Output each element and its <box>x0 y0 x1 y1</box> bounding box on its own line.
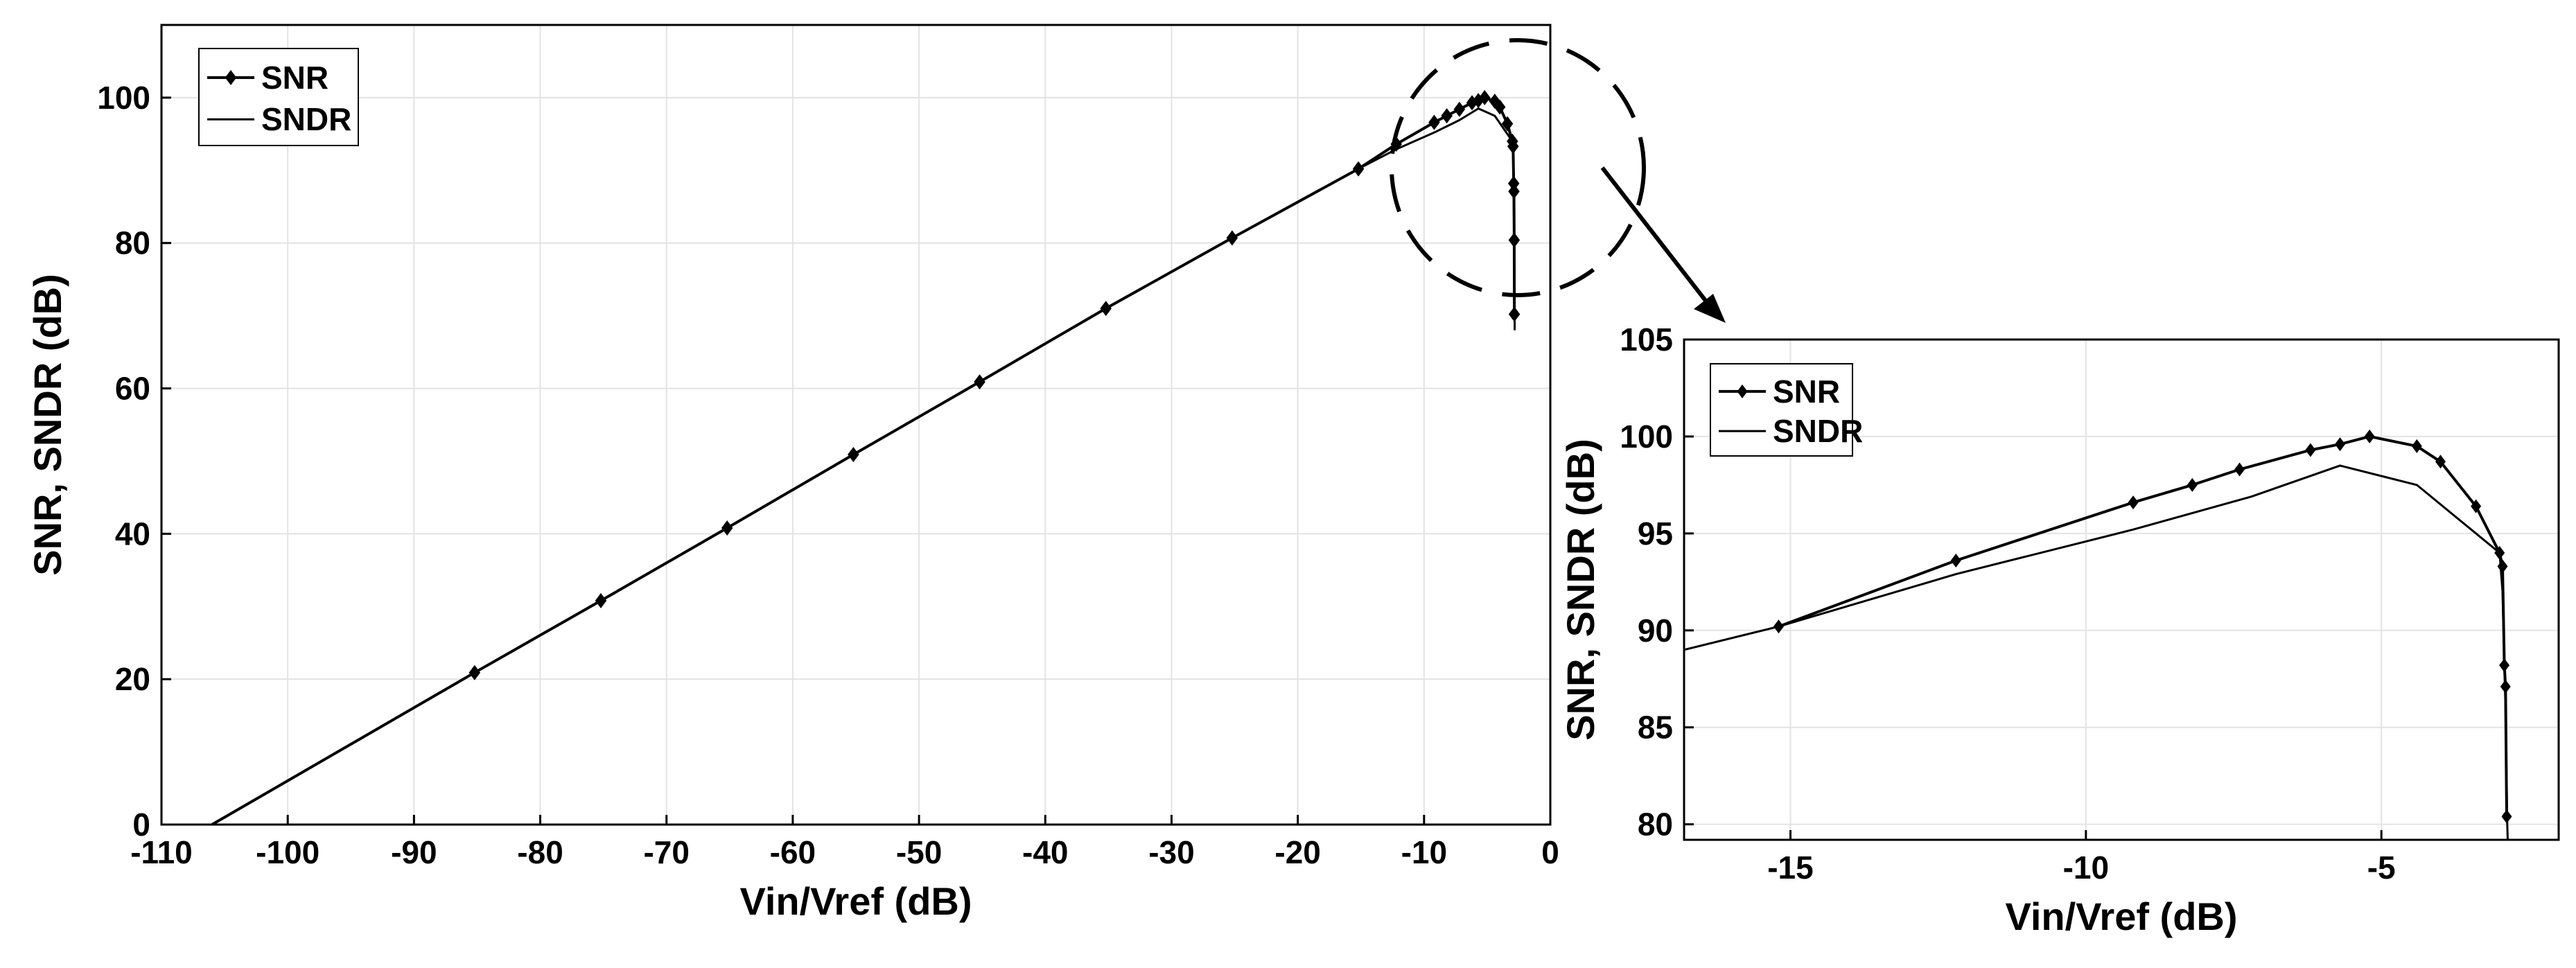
inset-chart: -15 -10 -5 80 85 90 95 100 105 Vin/Vref (dB) SNR… <box>1559 322 2560 938</box>
main-x-axis-label: Vin/Vref (dB) <box>739 879 972 923</box>
inset-snr-point <box>2305 443 2316 457</box>
main-snr-point <box>1501 116 1514 132</box>
main-y-tick-label: 20 <box>115 661 150 697</box>
inset-x-axis-label: Vin/Vref (dB) <box>2005 895 2237 938</box>
inset-y-tick-label: 90 <box>1638 613 1673 649</box>
zoom-arrow-head <box>1694 294 1726 323</box>
inset-snr-point <box>2411 439 2422 453</box>
main-snr-point <box>1493 99 1506 115</box>
inset-snr-point <box>2497 559 2508 574</box>
main-x-tick-label: -100 <box>256 834 319 870</box>
main-snr-point <box>1441 108 1453 124</box>
inset-snr-point <box>2187 477 2198 492</box>
main-series <box>211 89 1521 825</box>
inset-y-tick-label: 100 <box>1620 419 1673 455</box>
inset-y-tick-label: 105 <box>1620 322 1673 358</box>
main-sndr-line <box>211 107 1516 825</box>
inset-legend-box <box>1710 363 1853 457</box>
main-x-tick-label: -90 <box>391 834 437 870</box>
inset-legend-snr-label: SNR <box>1773 373 1840 410</box>
zoom-arrow-line <box>1600 166 1715 312</box>
main-y-tick-label: 60 <box>115 371 150 407</box>
inset-x-tick-label: -5 <box>2367 850 2396 886</box>
main-legend-sndr-label: SNDR <box>261 101 351 137</box>
main-x-tick-label: -50 <box>896 834 942 870</box>
main-snr-point <box>1479 89 1491 105</box>
inset-ticks: -15 -10 -5 80 85 90 95 100 105 <box>1620 322 2395 886</box>
inset-snr-point <box>2128 495 2139 510</box>
inset-y-axis-label: SNR, SNDR (dB) <box>1559 439 1602 741</box>
inset-snr-point <box>2335 437 2345 452</box>
main-x-tick-label: -30 <box>1148 834 1194 870</box>
main-x-tick-label: -80 <box>517 834 563 870</box>
inset-snr-point <box>2435 455 2446 469</box>
inset-y-tick-label: 80 <box>1638 807 1673 843</box>
zoom-circle <box>1390 38 1646 297</box>
inset-snr-point <box>2471 499 2482 513</box>
main-x-tick-label: -70 <box>643 834 689 870</box>
main-ticks: -110 -100 -90 -80 -70 -60 -50 -40 -30 -20 -10 00204… <box>97 80 1559 870</box>
inset-y-tick-label: 85 <box>1638 710 1673 746</box>
inset-y-tick-label: 95 <box>1638 516 1673 552</box>
main-x-tick-label: -110 <box>130 834 193 870</box>
main-plot-frame <box>160 24 1552 826</box>
main-legend: SNR SNDR <box>198 48 359 146</box>
main-y-tick-label: 40 <box>115 516 150 552</box>
main-legend-snr-label: SNR <box>261 60 328 96</box>
main-snr-point <box>1453 101 1466 117</box>
main-y-tick-label: 80 <box>115 225 150 261</box>
inset-x-tick-label: -10 <box>2063 850 2109 886</box>
inset-x-tick-label: -15 <box>1767 850 1813 886</box>
main-y-tick-label: 100 <box>97 80 150 116</box>
main-x-tick-label: -10 <box>1401 834 1447 870</box>
main-grid <box>161 25 1550 825</box>
main-y-axis-label: SNR, SNDR (dB) <box>26 274 69 576</box>
inset-series <box>1684 429 2512 840</box>
main-x-tick-label: -40 <box>1022 834 1068 870</box>
inset-plot-frame <box>1683 338 2560 841</box>
inset-sndr-line <box>1684 464 2509 840</box>
main-legend-box <box>198 48 359 146</box>
main-x-tick-label: -60 <box>770 834 816 870</box>
main-chart: -110 -100 -90 -80 -70 -60 -50 -40 -30 -20 -10 00204… <box>26 24 1559 923</box>
main-x-tick-label: -20 <box>1274 834 1320 870</box>
inset-legend-snr-marker <box>1737 384 1748 398</box>
main-snr-point <box>1428 114 1440 130</box>
inset-snr-point <box>2234 462 2245 477</box>
main-legend-snr-marker <box>225 70 237 85</box>
inset-legend-sndr-label: SNDR <box>1773 413 1863 449</box>
main-snr-line <box>211 96 1516 825</box>
inset-snr-line <box>1778 434 2508 817</box>
main-x-tick-label: 0 <box>1541 834 1559 870</box>
inset-legend: SNR SNDR <box>1710 363 1863 457</box>
main-y-tick-label: 0 <box>132 807 150 843</box>
inset-snr-point <box>2364 429 2375 443</box>
inset-snr-point <box>1950 554 1961 568</box>
